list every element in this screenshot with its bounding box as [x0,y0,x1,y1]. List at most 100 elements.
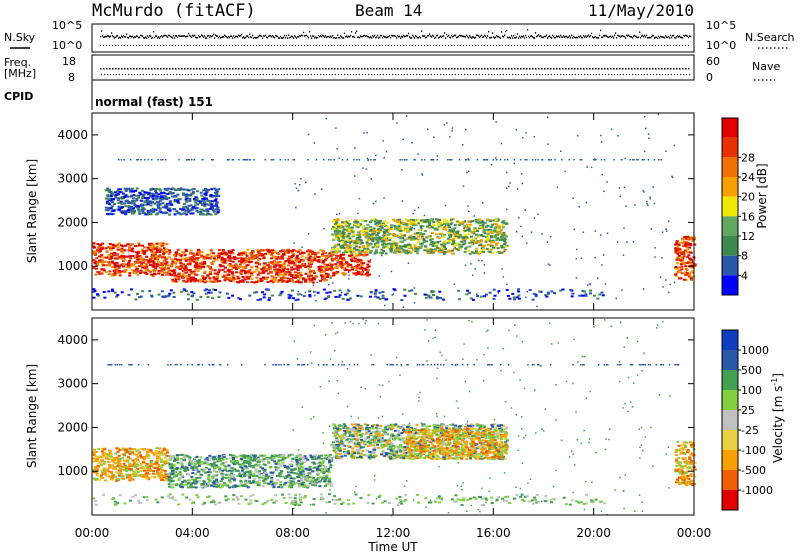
echo-cell [342,241,346,244]
nsearch-point [607,45,608,46]
nsky-point [606,35,608,37]
freq-point [358,68,360,70]
nsky-point [292,36,294,38]
echo-cell [143,212,147,215]
nave-point [545,74,546,75]
echo-cell [434,233,438,236]
echo-cell [193,199,197,202]
echo-cell [216,211,220,213]
nsearch-point [178,45,179,46]
echo-cell [168,209,172,212]
echo-cell [140,204,144,207]
nsky-point [361,35,363,38]
nsky-point [439,36,441,38]
far-range-speck [367,159,369,161]
echo-cell [97,251,101,254]
nsky-point [177,36,179,39]
nsky-point [681,36,683,39]
echo-cell [693,263,697,266]
far-range-speck [374,159,377,161]
echo-cell [230,278,234,281]
echo-cell [349,250,353,253]
echo-cell [320,275,324,278]
echo-cell [162,253,166,255]
nsky-point [232,37,234,39]
echo-cell [190,272,193,275]
echo-cell [311,281,315,284]
echo-cell [199,278,203,281]
echo-cell [501,238,505,241]
nave-point [446,74,447,75]
colorbar-tick-label: 4 [741,269,748,282]
near-range-cell [163,295,167,298]
echo-cell [449,249,453,252]
nsearch-point [595,45,596,46]
echo-cell [690,261,693,264]
echo-cell [199,267,203,270]
echo-cell [340,221,344,224]
nsky-point [358,36,360,38]
echo-cell [199,208,203,211]
nsky-point [607,36,609,38]
echo-cell [302,258,305,261]
echo-cell [423,249,427,252]
nsky-point [231,35,233,37]
nsky-point [290,36,292,38]
echo-cell [204,189,208,192]
nsky-point [230,35,232,37]
echo-cell [109,195,113,198]
echo-cell [413,245,417,248]
echo-cell [107,190,111,193]
echo-cell [248,252,252,255]
freq-point [586,68,588,70]
echo-cell [319,274,323,277]
nave-point [419,74,420,75]
echo-cell [490,252,494,254]
echo-speck [521,235,523,238]
nsky-point [517,33,519,35]
nsky-point [628,34,630,37]
echo-cell [192,188,196,190]
echo-cell [353,267,357,269]
nsearch-point [370,45,371,46]
freq-point [643,68,645,70]
nsky-point [590,35,592,37]
echo-cell [266,248,269,251]
nsky-point [179,35,181,37]
nsearch-point [313,45,314,46]
nsky-point [110,35,112,37]
echo-cell [271,255,275,258]
nsearch-point [556,45,557,46]
freq-point [337,68,339,70]
echo-cell [680,252,684,254]
echo-cell [326,273,330,276]
echo-speck [634,204,636,206]
echo-cell [100,259,104,262]
echo-cell [242,262,246,265]
nsky-point [683,34,685,37]
echo-cell [322,250,325,253]
nsky-point [332,35,334,37]
echo-cell [461,221,465,224]
freq-point [532,68,534,70]
nsky-point [676,35,678,38]
nsearch-point [358,45,359,46]
near-range-cell [127,293,131,296]
echo-cell [252,256,256,259]
echo-speck [644,115,646,118]
near-range-cell [256,299,260,301]
echo-cell [280,278,284,281]
echo-cell [278,264,282,267]
echo-cell [674,267,678,270]
echo-cell [357,260,361,263]
echo-cell [146,209,150,212]
echo-cell [155,201,159,204]
near-range-cell [186,298,190,301]
near-range-cell [208,289,211,292]
nsearch-point [226,45,227,46]
nsky-point [582,37,584,39]
nsky-point [550,36,552,38]
nsearch-point [412,45,413,46]
echo-cell [104,197,108,200]
nave-point [137,74,138,75]
